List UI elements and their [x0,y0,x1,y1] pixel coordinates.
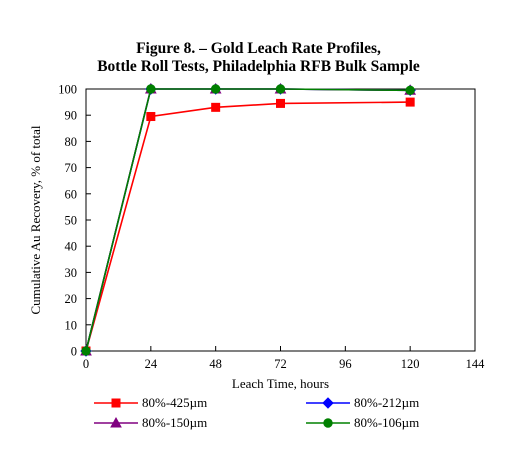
y-tick-label: 90 [65,109,78,123]
legend-entry: 80%-150µm [94,415,207,430]
legend-marker [322,397,334,409]
series-3 [80,82,417,356]
y-tick-label: 50 [65,214,78,228]
series-line [85,88,411,352]
y-tick-label: 0 [71,345,77,359]
y-tick-label: 10 [65,318,78,332]
data-point [276,98,285,108]
chart-title-line-1: Figure 8. – Gold Leach Rate Profiles, [136,40,381,57]
y-tick-label: 80 [65,135,78,149]
y-axis-title: Cumulative Au Recovery, % of total [28,125,43,314]
series-layer [80,82,417,357]
plot-area-frame [85,88,476,352]
series-line [85,88,411,352]
x-axis: 0 24 48 72 96 120 144 [83,346,485,371]
legend-entry: 80%-212µm [306,395,419,410]
data-point [146,112,156,122]
y-tick-label: 60 [65,187,78,201]
legend-marker [323,418,333,428]
series-4 [81,84,415,356]
data-point [81,346,91,356]
data-point [405,85,415,96]
series-1 [81,97,415,356]
data-point [405,97,415,107]
legend-entry: 80%-106µm [306,415,419,430]
x-tick-label: 72 [274,357,287,371]
x-tick-label: 96 [339,357,352,371]
chart-title-line-2: Bottle Roll Tests, Philadelphia RFB Bulk… [97,58,420,75]
legend-entry: 80%-425µm [94,395,207,410]
y-axis: 0 10 20 30 40 50 60 70 80 90 100 [58,83,91,359]
y-tick-label: 30 [65,266,78,280]
x-tick-label: 24 [145,357,158,371]
legend-marker [111,398,121,408]
series-line [85,88,411,352]
series-2 [80,83,416,357]
y-tick-label: 70 [65,161,78,175]
data-point [210,84,221,94]
data-point [211,102,221,112]
legend-label: 80%-425µm [142,395,207,410]
x-axis-title: Leach Time, hours [232,376,329,391]
x-tick-label: 120 [401,357,420,371]
legend-label: 80%-106µm [354,415,419,430]
chart-title: Figure 8. – Gold Leach Rate Profiles, Bo… [0,40,517,76]
legend-label: 80%-212µm [354,395,419,410]
legend-marker [110,416,122,428]
y-tick-label: 40 [65,240,78,254]
data-point [275,84,286,94]
data-point [146,84,156,94]
y-tick-label: 100 [58,83,77,97]
x-tick-label: 0 [83,357,89,371]
y-tick-label: 20 [65,292,78,306]
x-tick-label: 144 [466,357,486,371]
x-tick-label: 48 [209,357,222,371]
legend: 80%-425µm 80%-212µm 80%-150µm 80%-106µm [94,395,419,430]
series-line [85,101,411,352]
legend-label: 80%-150µm [142,415,207,430]
